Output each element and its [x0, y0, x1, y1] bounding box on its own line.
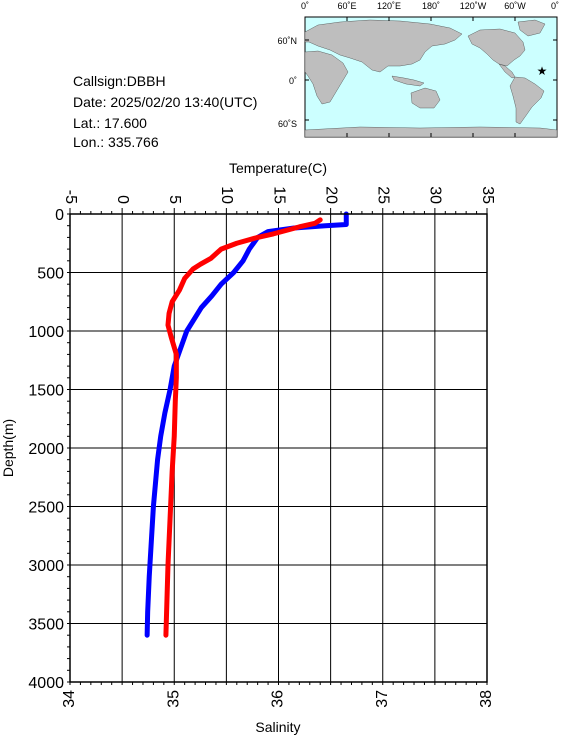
map-lat-label: 0˚	[289, 76, 297, 86]
map-land	[304, 19, 558, 138]
salinity-profile-line	[163, 217, 323, 638]
map-lat-label: 60˚S	[278, 119, 297, 129]
map-lon-label: 120˚W	[460, 1, 487, 11]
salinity-tick-label: 37	[374, 690, 391, 708]
depth-tick-label: 4000	[28, 675, 64, 692]
map-lon-label: 180˚	[422, 1, 440, 11]
temperature-tick-label: 5	[166, 195, 183, 204]
temperature-tick-label: 20	[322, 186, 339, 204]
plot-ticks	[67, 208, 488, 685]
map-lon-label: 0˚	[301, 1, 309, 11]
map-lon-label: 60˚W	[504, 1, 526, 11]
depth-axis-title: Depth(m)	[0, 419, 16, 477]
series-layer	[144, 211, 349, 638]
plot-grid	[69, 213, 488, 683]
callsign-text: Callsign:DBBH	[73, 73, 166, 89]
land-north-america	[467, 28, 526, 67]
salinity-tick-labels: 34 35 36 37 38	[61, 690, 495, 708]
salinity-tick-label: 36	[270, 690, 287, 708]
depth-tick-label: 1500	[28, 383, 64, 400]
map-lon-label: 120˚E	[377, 1, 401, 11]
lon-text: Lon.: 335.766	[73, 134, 159, 150]
land-greenland	[517, 19, 546, 37]
depth-tick-label: 0	[55, 207, 64, 224]
depth-tick-label: 2500	[28, 500, 64, 517]
land-australia	[410, 87, 441, 109]
depth-tick-label: 500	[37, 266, 64, 283]
depth-tick-label: 3000	[28, 558, 64, 575]
land-africa	[304, 50, 349, 105]
temperature-axis-title: Temperature(C)	[229, 160, 327, 176]
temperature-tick-label: 30	[427, 186, 444, 204]
temperature-tick-label: 10	[218, 186, 235, 204]
map-lon-label: 0˚	[551, 1, 559, 11]
lat-text: Lat.: 17.600	[73, 115, 147, 131]
salinity-tick-label: 35	[165, 690, 182, 708]
depth-tick-label: 3500	[28, 617, 64, 634]
temperature-tick-label: 25	[375, 186, 392, 204]
temperature-tick-label: -5	[62, 190, 79, 204]
salinity-tick-label: 38	[478, 690, 495, 708]
map-frame-ticks	[305, 17, 557, 137]
land-south-america	[509, 76, 545, 125]
temperature-tick-label: 35	[479, 186, 496, 204]
location-map: ★ 0˚ 60˚E 120˚E 180˚ 120˚W 60˚W 0˚ 60˚N …	[277, 1, 559, 138]
depth-tick-label: 1000	[28, 324, 64, 341]
profile-plot: -5 0 5 10 15 20 25 30 35 34 35 36 37 38 0 500 1000 1500…	[0, 160, 496, 735]
salinity-tick-label: 34	[61, 690, 78, 708]
salinity-axis-title: Salinity	[255, 719, 300, 735]
date-text: Date: 2025/02/20 13:40(UTC)	[73, 94, 257, 110]
depth-tick-labels: 0 500 1000 1500 2000 2500 3000 3500 4000	[28, 207, 64, 692]
station-info: Callsign:DBBH Date: 2025/02/20 13:40(UTC…	[73, 73, 257, 150]
temperature-tick-labels: -5 0 5 10 15 20 25 30 35	[62, 186, 496, 204]
map-lon-label: 60˚E	[337, 1, 356, 11]
map-lat-label: 60˚N	[277, 36, 297, 46]
land-eurasia	[304, 19, 463, 73]
depth-tick-label: 2000	[28, 441, 64, 458]
temperature-tick-label: 15	[270, 186, 287, 204]
plot-frame	[69, 213, 488, 683]
temperature-tick-label: 0	[114, 195, 131, 204]
land-indonesia	[391, 75, 425, 87]
station-marker-icon: ★	[537, 64, 548, 78]
